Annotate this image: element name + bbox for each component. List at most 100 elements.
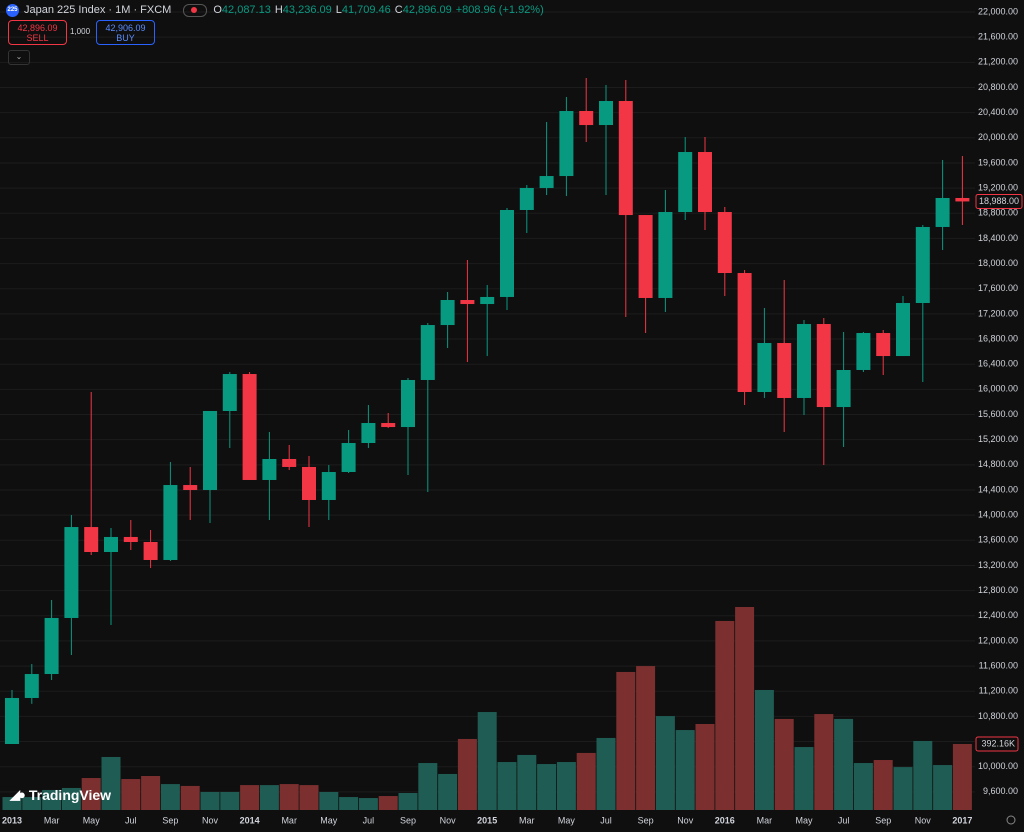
y-tick-label: 15,200.00 xyxy=(978,434,1018,444)
volume-bar xyxy=(695,723,715,810)
candle-body xyxy=(579,111,594,126)
y-tick-label: 16,800.00 xyxy=(978,333,1018,343)
y-tick-label: 10,000.00 xyxy=(978,761,1018,771)
volume-bar xyxy=(457,738,477,810)
volume-bar xyxy=(180,785,200,810)
candle-body xyxy=(64,527,79,618)
settings-button[interactable] xyxy=(1006,815,1016,825)
candle-body xyxy=(123,536,138,543)
volume-bar xyxy=(893,767,913,810)
y-tick-label: 21,600.00 xyxy=(978,32,1018,42)
candle-body xyxy=(282,458,297,467)
x-tick-label: Nov xyxy=(202,815,219,825)
x-tick-label: Mar xyxy=(281,815,297,825)
volume-bar xyxy=(200,791,220,810)
y-tick-label: 13,600.00 xyxy=(978,535,1018,545)
volume-bar xyxy=(576,752,596,810)
candle-body xyxy=(222,374,237,412)
x-tick-label: Jul xyxy=(600,815,612,825)
buy-price: 42,906.09 xyxy=(105,22,146,33)
y-tick-label: 18,000.00 xyxy=(978,258,1018,268)
candle-body xyxy=(302,466,316,500)
x-tick-label: 2014 xyxy=(240,815,260,825)
volume-bar xyxy=(101,756,121,810)
y-tick-label: 9,600.00 xyxy=(983,786,1018,796)
x-tick-label: Nov xyxy=(677,815,694,825)
candle-body xyxy=(460,299,475,305)
y-tick-label: 20,400.00 xyxy=(978,107,1018,117)
sell-button[interactable]: 42,896.09 SELL xyxy=(8,20,67,45)
volume-bar xyxy=(240,785,260,810)
x-tick-label: Sep xyxy=(400,815,416,825)
volume-bar xyxy=(735,606,755,810)
volume-bar xyxy=(873,760,893,810)
y-tick-label: 20,000.00 xyxy=(978,132,1018,142)
ohlc: O42,087.13 H43,236.09 L41,709.46 C42,896.09 xyxy=(213,4,455,16)
volume-bar xyxy=(418,763,438,810)
y-tick-label: 16,000.00 xyxy=(978,384,1018,394)
volume-bar xyxy=(259,785,279,810)
sell-label: SELL xyxy=(26,32,49,43)
symbol-title[interactable]: Japan 225 Index · 1M · FXCM xyxy=(24,4,172,16)
candle-body xyxy=(638,215,653,298)
volume-tag-label: 392.16K xyxy=(981,738,1015,748)
candle-body xyxy=(183,485,198,490)
volume-bar xyxy=(339,797,359,810)
volume-bar xyxy=(834,718,854,810)
candle-body xyxy=(163,485,178,560)
y-tick-label: 17,600.00 xyxy=(978,283,1018,293)
candle-body xyxy=(658,212,673,298)
volume-bar xyxy=(42,789,62,810)
price-tag-label: 18,988.00 xyxy=(979,196,1019,206)
collapse-button[interactable]: ⌄ xyxy=(8,50,30,65)
candle-body xyxy=(321,472,336,500)
quantity[interactable]: 1,000 xyxy=(70,27,91,36)
volume-bar xyxy=(556,762,576,810)
y-tick-label: 18,400.00 xyxy=(978,233,1018,243)
candle-body xyxy=(896,303,910,357)
candle-body xyxy=(737,273,752,393)
volume-bar xyxy=(2,797,22,810)
y-tick-label: 19,600.00 xyxy=(978,157,1018,167)
y-tick-label: 21,200.00 xyxy=(978,57,1018,67)
x-tick-label: Sep xyxy=(875,815,891,825)
visibility-toggle[interactable] xyxy=(183,3,208,17)
candle-body xyxy=(519,187,534,210)
y-tick-label: 14,400.00 xyxy=(978,484,1018,494)
y-tick-label: 22,000.00 xyxy=(978,6,1018,16)
candle-body xyxy=(717,212,732,274)
candle-body xyxy=(381,423,396,428)
candle-body xyxy=(797,324,811,398)
x-tick-label: Mar xyxy=(44,815,60,825)
volume-bar xyxy=(715,620,735,810)
candle-body xyxy=(599,101,613,126)
volume-bar xyxy=(299,785,319,810)
volume-bar xyxy=(952,743,972,810)
candle-body xyxy=(143,542,158,560)
y-tick-label: 12,000.00 xyxy=(978,635,1018,645)
x-tick-label: May xyxy=(558,815,576,825)
candle-body xyxy=(698,152,712,213)
x-tick-label: 2013 xyxy=(2,815,22,825)
x-tick-label: 2015 xyxy=(477,815,497,825)
x-tick-label: Sep xyxy=(162,815,178,825)
y-tick-label: 18,800.00 xyxy=(978,208,1018,218)
candle-body xyxy=(915,226,930,304)
candle-body xyxy=(104,536,118,553)
y-tick-label: 20,800.00 xyxy=(978,82,1018,92)
candle-body xyxy=(361,423,376,444)
ohlc-key: O xyxy=(213,4,222,16)
x-tick-label: Sep xyxy=(638,815,654,825)
volume-bar xyxy=(358,798,378,810)
candle-body xyxy=(401,379,415,428)
volume-bar xyxy=(81,778,101,810)
volume-bar xyxy=(220,791,240,810)
volume-bar xyxy=(596,737,616,810)
volume-bar xyxy=(121,779,141,810)
volume-bar xyxy=(616,671,636,810)
candle-body xyxy=(262,458,277,480)
buy-button[interactable]: 42,906.09 BUY xyxy=(96,20,155,45)
candle-body xyxy=(856,333,871,370)
x-tick-label: 2016 xyxy=(715,815,735,825)
